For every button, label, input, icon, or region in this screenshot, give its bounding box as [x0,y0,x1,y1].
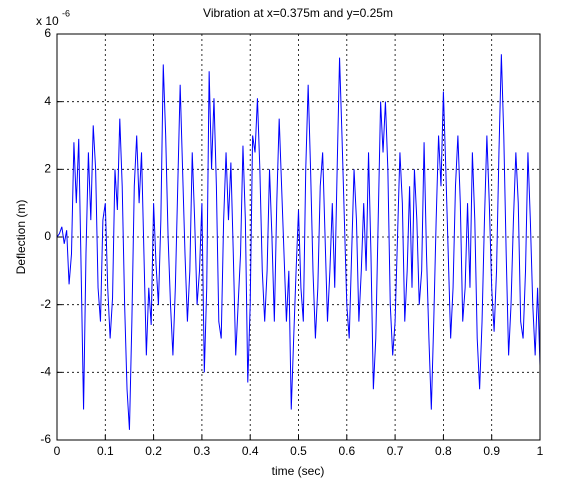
x-tick-label: 0.9 [483,444,500,458]
x-tick-label: 0.7 [387,444,404,458]
x-tick-label: 0.8 [435,444,452,458]
x-tick-label: 0.6 [338,444,355,458]
y-tick-label: -4 [40,365,51,379]
x-tick-label: 0.2 [145,444,162,458]
plot-frame [56,33,541,441]
y-axis-label: Deflection (m) [14,200,28,275]
x-axis-label: time (sec) [272,464,325,478]
x-tick-label: 0.1 [97,444,114,458]
y-multiplier-base: x 10 [36,14,59,28]
x-tick-label: 0.4 [242,444,259,458]
y-tick-label: 0 [44,229,51,243]
y-tick-label: 6 [44,26,51,40]
x-tick-label: 0 [54,444,61,458]
y-tick-label: -6 [40,432,51,446]
chart-title: Vibration at x=0.375m and y=0.25m [203,6,393,20]
x-tick-label: 0.5 [290,444,307,458]
y-tick-label: 4 [44,94,51,108]
x-tick-label: 1 [537,444,544,458]
y-multiplier-exponent: -6 [62,8,70,18]
data-line [56,54,541,430]
y-tick-label: -2 [40,297,51,311]
y-tick-label: 2 [44,162,51,176]
x-tick-label: 0.3 [194,444,211,458]
